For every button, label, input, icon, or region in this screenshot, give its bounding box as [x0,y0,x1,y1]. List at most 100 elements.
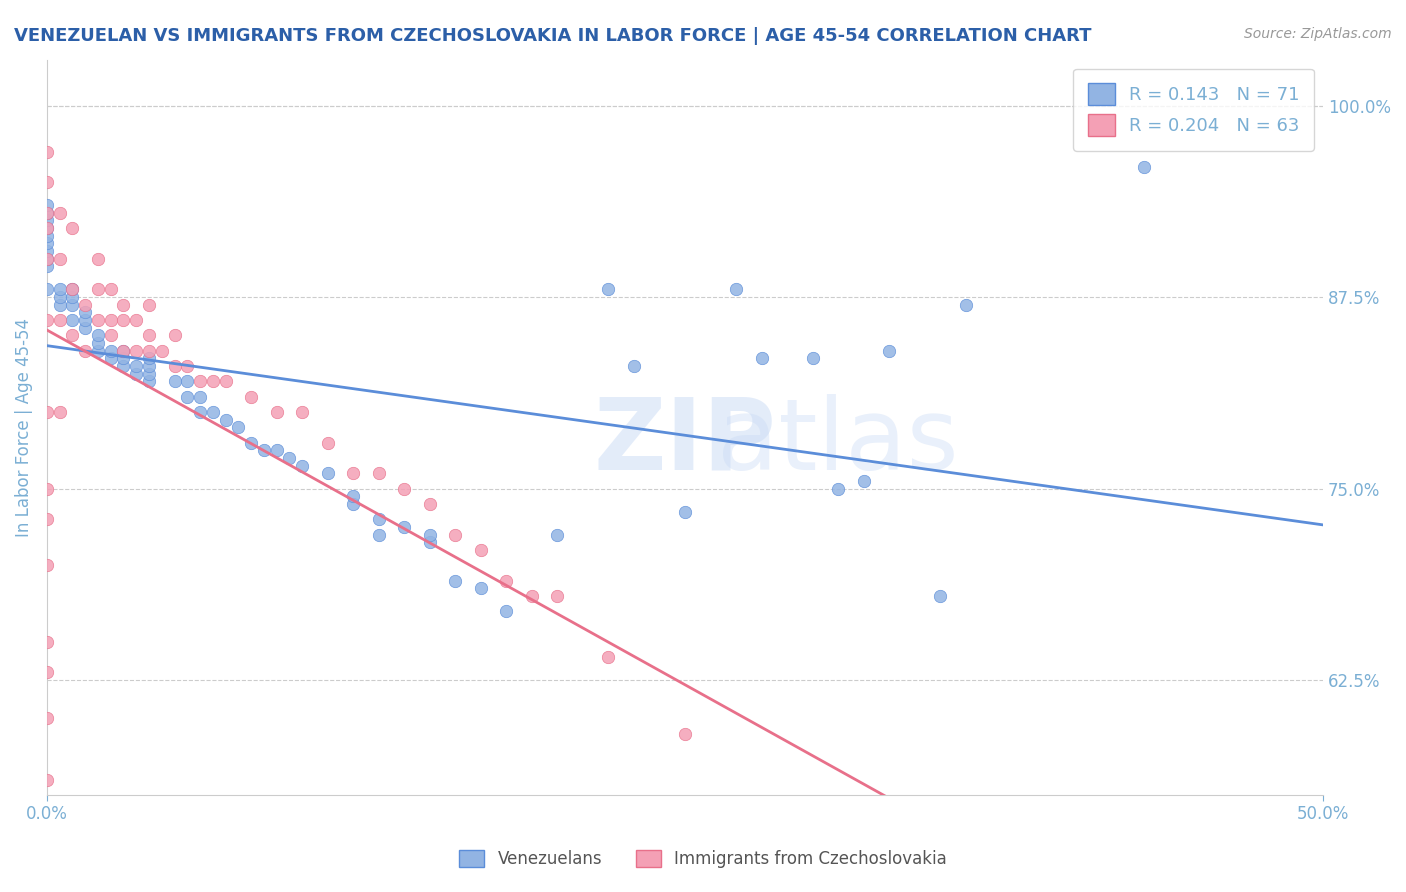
Point [367,467,389,481]
Point [62,221,84,235]
Point [87,328,110,343]
Point [598,282,620,296]
Text: ZIP: ZIP [593,393,776,491]
Point [75,343,97,358]
Point [444,574,467,588]
Point [112,359,135,373]
Point [87,313,110,327]
Point [62,313,84,327]
Point [188,375,211,389]
Point [801,351,824,366]
Point [35,252,58,266]
Point [394,520,416,534]
Point [112,343,135,358]
Point [278,450,301,465]
Text: atlas: atlas [717,393,959,491]
Point [35,145,58,159]
Point [394,482,416,496]
Point [138,328,160,343]
Point [35,405,58,419]
Point [100,328,122,343]
Point [955,298,977,312]
Point [100,343,122,358]
Point [214,412,236,426]
Point [419,497,441,511]
Point [520,589,543,603]
Point [877,849,900,863]
Point [150,343,173,358]
Point [929,849,952,863]
Point [100,351,122,366]
Point [48,206,70,220]
Point [35,512,58,526]
Point [1133,160,1156,174]
Point [125,367,148,381]
Point [827,482,849,496]
Point [35,206,58,220]
Point [35,228,58,243]
Point [316,435,339,450]
Point [35,244,58,259]
Point [725,282,748,296]
Point [877,343,900,358]
Point [673,727,696,741]
Point [35,772,58,787]
Point [100,282,122,296]
Point [62,282,84,296]
Point [419,535,441,549]
Point [163,375,186,389]
Point [35,665,58,680]
Point [546,527,568,541]
Point [546,589,568,603]
Point [35,313,58,327]
Point [112,313,135,327]
Point [48,405,70,419]
Point [751,819,773,833]
Point [253,443,276,458]
Point [35,213,58,227]
Point [35,236,58,251]
Point [48,252,70,266]
Point [138,343,160,358]
Point [176,359,198,373]
Point [188,390,211,404]
Point [35,198,58,212]
Point [598,650,620,665]
Point [138,359,160,373]
Point [138,367,160,381]
Point [125,343,148,358]
Point [125,359,148,373]
Point [35,221,58,235]
Point [188,405,211,419]
Point [291,458,314,473]
Point [342,467,364,481]
Point [100,313,122,327]
Point [75,305,97,319]
Point [163,328,186,343]
Point [266,443,288,458]
Point [176,390,198,404]
Text: Source: ZipAtlas.com: Source: ZipAtlas.com [1244,27,1392,41]
Point [87,282,110,296]
Point [48,290,70,304]
Point [419,527,441,541]
Point [35,282,58,296]
Point [75,313,97,327]
Point [673,505,696,519]
Point [470,542,492,557]
Point [35,482,58,496]
Point [112,351,135,366]
Point [228,420,250,434]
Point [201,405,224,419]
Point [342,497,364,511]
Point [201,375,224,389]
Point [342,489,364,503]
Point [367,512,389,526]
Point [87,343,110,358]
Point [138,298,160,312]
Point [138,375,160,389]
Legend: R = 0.143   N = 71, R = 0.204   N = 63: R = 0.143 N = 71, R = 0.204 N = 63 [1073,69,1315,151]
Point [48,282,70,296]
Point [495,574,517,588]
Point [35,558,58,573]
